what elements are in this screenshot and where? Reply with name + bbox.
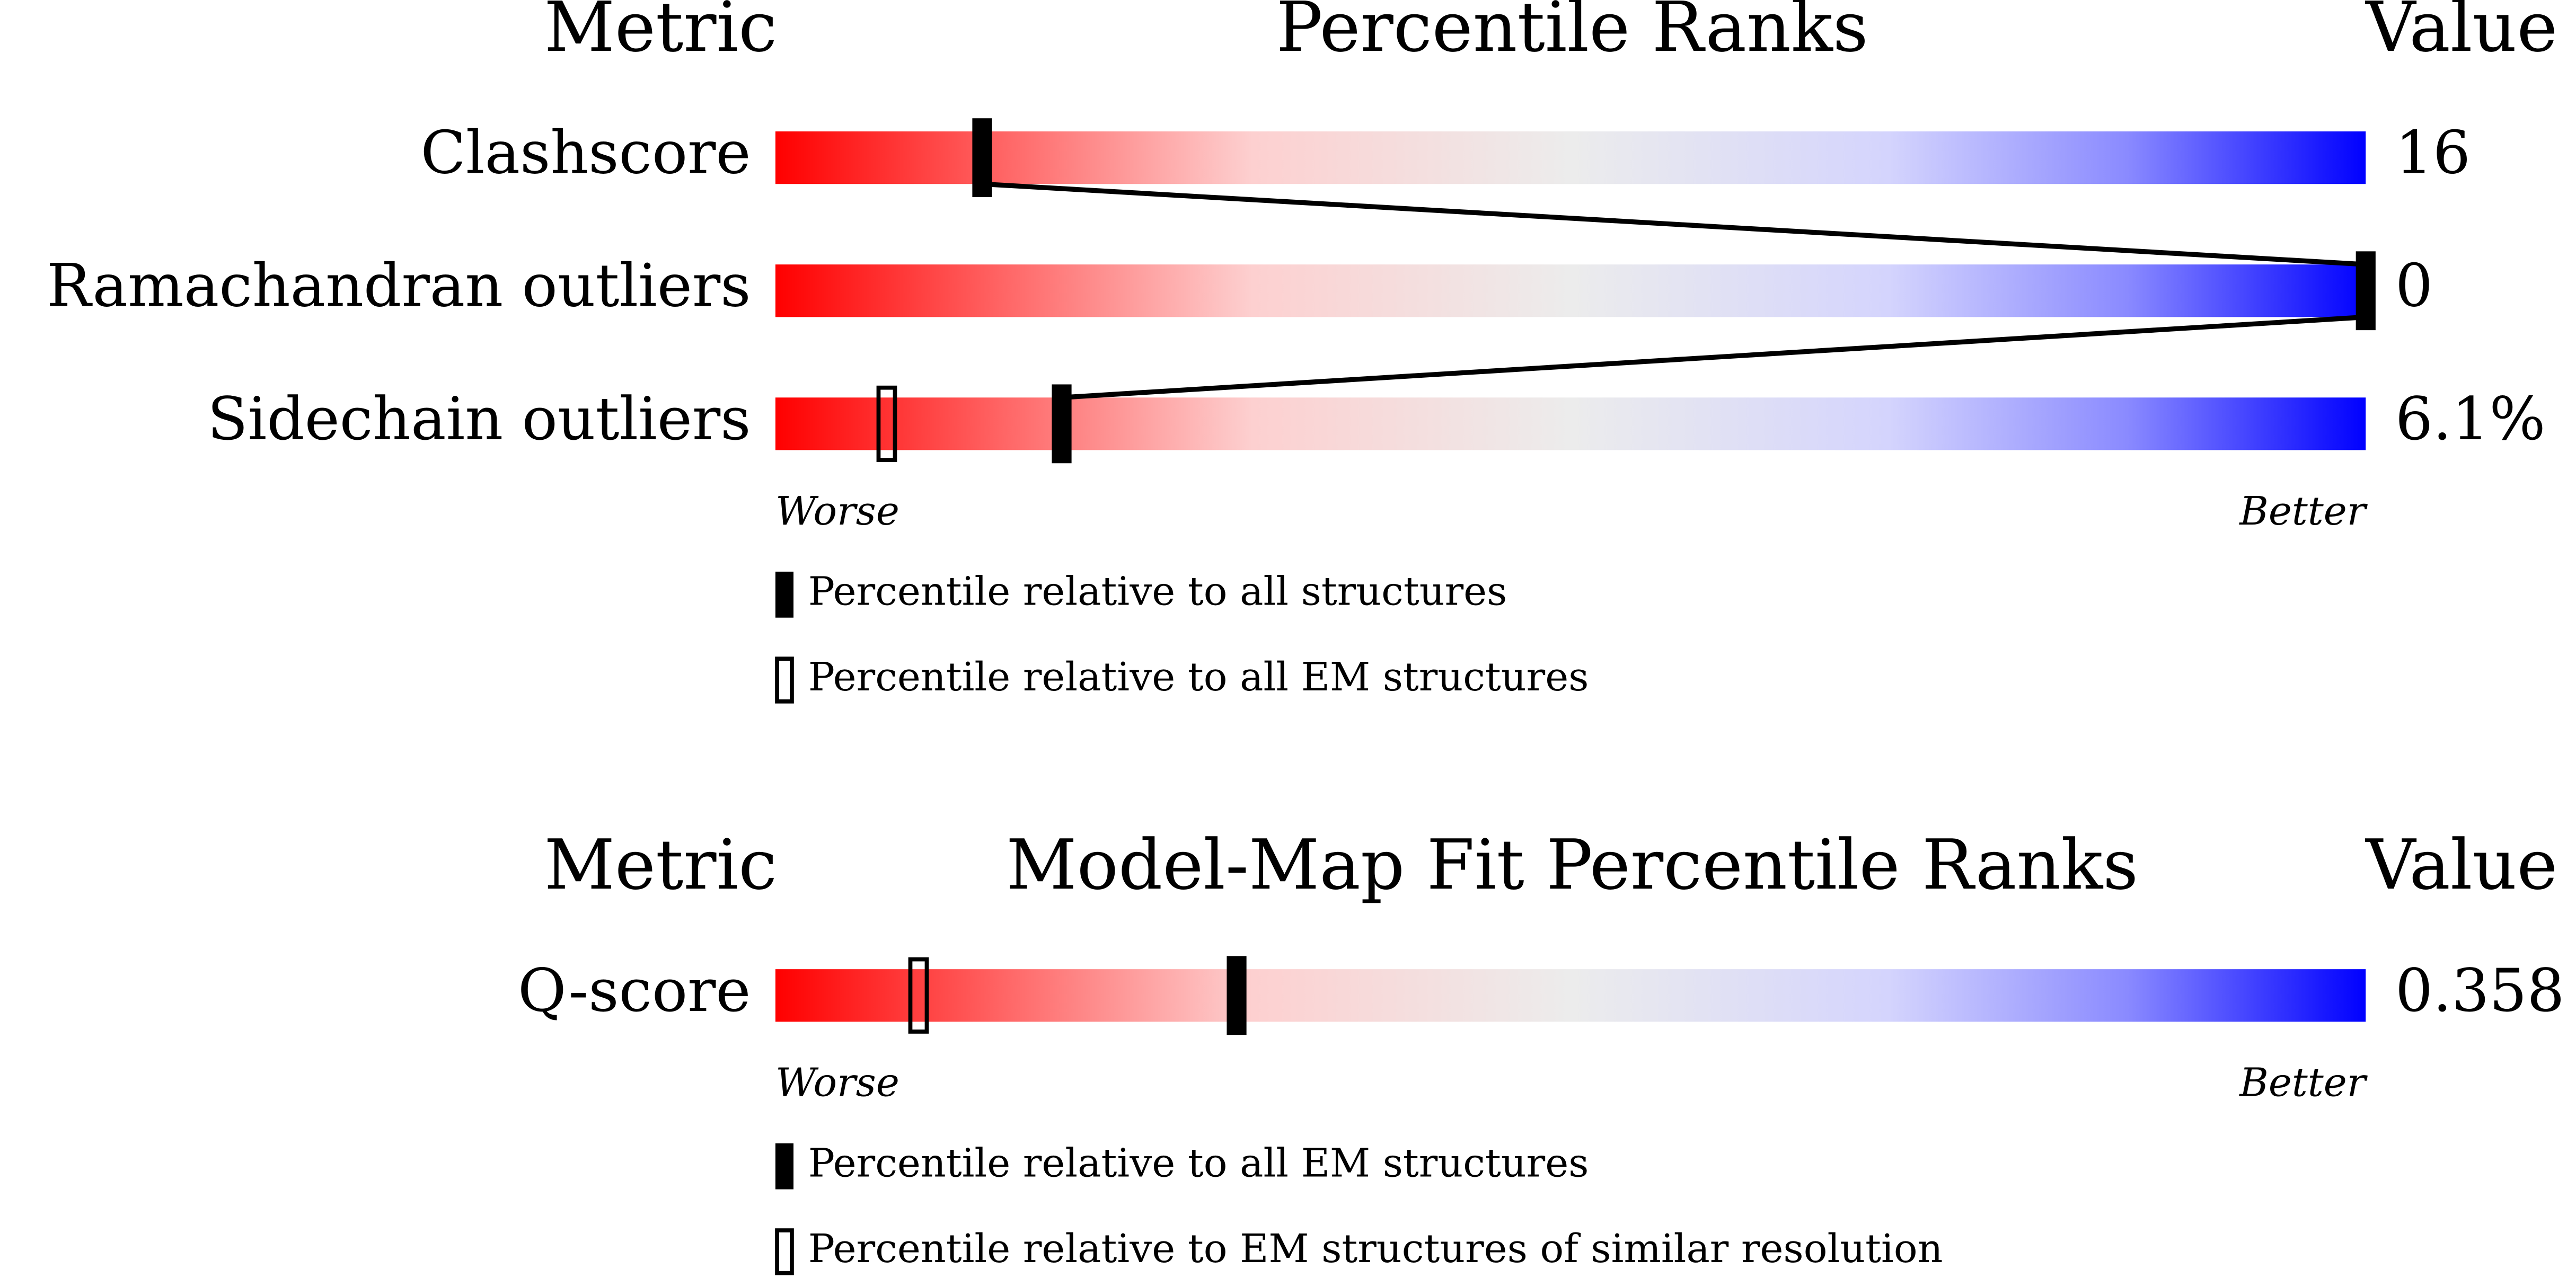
worse-label: Worse [775,1060,899,1106]
percentile-bar [775,969,2366,1022]
legend-label: Percentile relative to all EM structures [808,1140,1589,1186]
percentile-bar [775,131,2366,184]
metric-value: 6.1% [2395,385,2545,454]
legend-label: Percentile relative to all structures [808,569,1507,615]
legend-swatch [775,571,794,618]
legend-swatch [775,1143,794,1190]
percentile-bar [775,264,2366,317]
value-header: Value [2365,0,2557,67]
chart-title: Model-Map Fit Percentile Ranks [1006,824,2138,905]
legend-label: Percentile relative to EM structures of … [808,1226,1943,1272]
connector-line [1061,314,2366,400]
percentile-bar [775,397,2366,450]
chart-title: Percentile Ranks [1276,0,1868,67]
metric-label: Clashscore [421,119,751,188]
percentile-marker-open [876,385,897,462]
metric-header: Metric [544,0,777,67]
value-header: Value [2365,824,2557,905]
legend-swatch [775,656,794,704]
percentile-marker [1227,956,1247,1035]
legend-swatch [775,1228,794,1275]
metric-value: 0 [2395,252,2433,321]
percentile-marker [1052,384,1072,464]
connector-line [982,181,2366,267]
metric-label: Ramachandran outliers [47,252,751,321]
worse-label: Worse [775,488,899,534]
better-label: Better [2238,1060,2368,1106]
metric-value: 0.358 [2395,956,2564,1025]
better-label: Better [2238,488,2368,534]
metric-value: 16 [2395,119,2471,188]
metric-label: Sidechain outliers [207,385,751,454]
metric-label: Q-score [518,956,751,1025]
metric-header: Metric [544,824,777,905]
percentile-marker-open [908,957,929,1034]
legend-label: Percentile relative to all EM structures [808,654,1589,700]
